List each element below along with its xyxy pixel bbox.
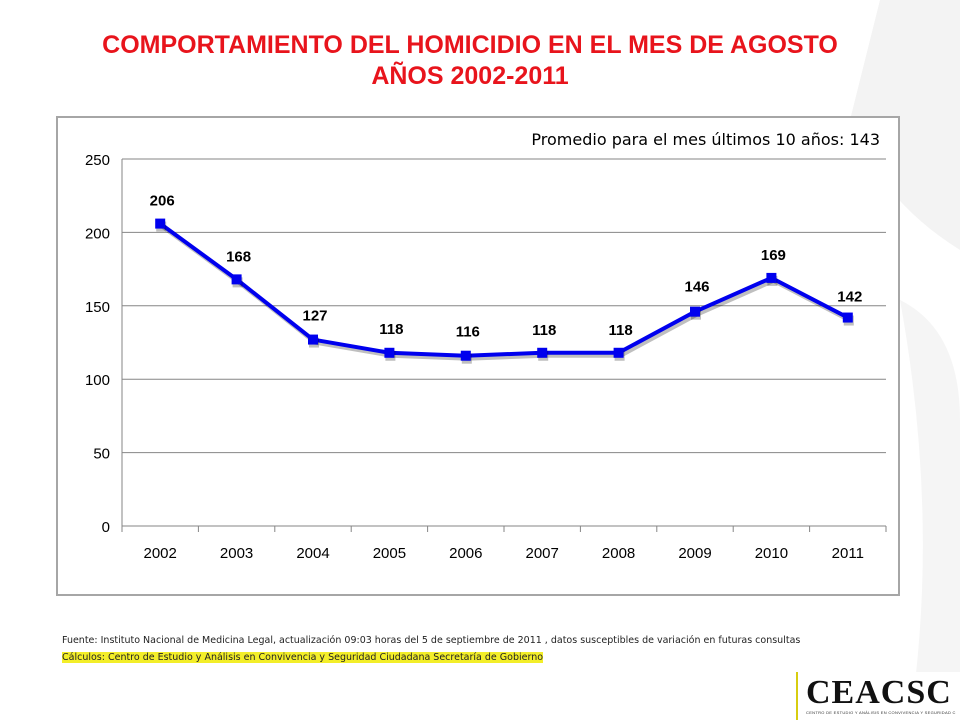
y-tick-label: 50 (93, 446, 110, 463)
chart-title: COMPORTAMIENTO DEL HOMICIDIO EN EL MES D… (0, 30, 940, 92)
x-tick-label: 2008 (602, 545, 635, 562)
series-line-shadow (161, 224, 851, 361)
x-tick-label: 2003 (220, 545, 253, 562)
ceacsc-logo: CEACSC CENTRO DE ESTUDIO Y ANÁLISIS EN C… (796, 672, 960, 720)
x-tick-label: 2006 (449, 545, 482, 562)
data-point (842, 312, 853, 323)
y-tick-label: 0 (102, 519, 110, 536)
data-label: 142 (837, 289, 862, 306)
source-line-2-text: Cálculos: Centro de Estudio y Análisis e… (62, 652, 544, 663)
data-point (384, 347, 395, 358)
data-label: 206 (150, 193, 175, 210)
x-tick-label: 2009 (678, 545, 711, 562)
average-annotation: Promedio para el mes últimos 10 años: 14… (531, 130, 880, 149)
y-tick-label: 100 (85, 372, 110, 389)
data-label: 116 (456, 324, 480, 341)
data-label: 169 (761, 247, 786, 264)
x-tick-label: 2004 (296, 545, 329, 562)
data-point (460, 350, 471, 361)
data-point (613, 347, 624, 358)
data-point (690, 306, 700, 317)
data-label: 118 (608, 322, 632, 339)
source-note: Fuente: Instituto Nacional de Medicina L… (62, 632, 922, 666)
title-line-1: COMPORTAMIENTO DEL HOMICIDIO EN EL MES D… (102, 31, 838, 59)
x-tick-label: 2010 (755, 545, 788, 562)
data-label: 118 (532, 322, 556, 339)
title-line-2: AÑOS 2002-2011 (371, 62, 569, 90)
data-label: 127 (302, 308, 327, 325)
x-tick-label: 2002 (144, 545, 177, 562)
x-tick-label: 2007 (526, 545, 559, 562)
data-point (537, 347, 548, 358)
source-line-2: Cálculos: Centro de Estudio y Análisis e… (62, 649, 922, 666)
y-tick-label: 200 (85, 225, 110, 242)
x-tick-label: 2005 (373, 545, 406, 562)
source-line-1: Fuente: Instituto Nacional de Medicina L… (62, 635, 801, 646)
data-label: 146 (684, 279, 709, 296)
series-line (159, 221, 849, 358)
data-label: 118 (379, 321, 403, 338)
x-tick-label: 2011 (832, 545, 864, 562)
logo-text: CEACSC (806, 674, 952, 711)
data-point (155, 218, 166, 229)
y-tick-label: 250 (85, 152, 110, 169)
data-label: 168 (226, 248, 251, 265)
y-tick-label: 150 (85, 299, 110, 316)
data-point (308, 334, 318, 345)
data-point (766, 272, 777, 283)
data-point (231, 274, 242, 285)
logo-subtitle: CENTRO DE ESTUDIO Y ANÁLISIS EN CONVIVEN… (806, 710, 956, 715)
